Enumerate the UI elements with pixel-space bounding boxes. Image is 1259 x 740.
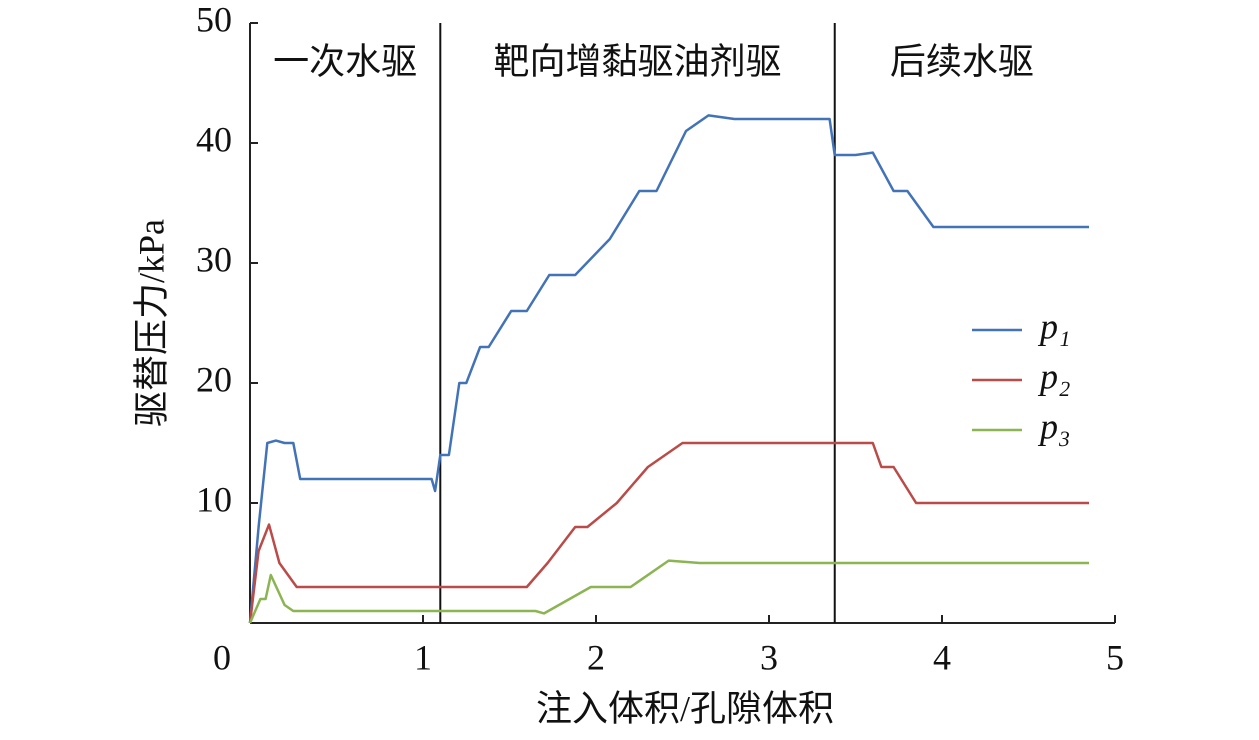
x-tick-label: 5 [1106, 637, 1124, 677]
y-tick-label: 10 [196, 479, 232, 519]
x-axis-label: 注入体积/孔隙体积 [536, 688, 834, 728]
phase-label: 靶向增黏驱油剂驱 [494, 41, 782, 81]
y-tick-label: 50 [196, 0, 232, 39]
legend-label: p₂ [1037, 356, 1071, 396]
series-line [248, 114, 1089, 624]
series-line [248, 441, 1089, 624]
y-tick-label: 30 [196, 239, 232, 279]
x-tick-label: 0 [213, 637, 231, 677]
phase-label: 后续水驱 [890, 41, 1034, 81]
phase-label: 一次水驱 [273, 41, 417, 81]
x-tick-label: 2 [587, 637, 605, 677]
y-tick-label: 20 [196, 359, 232, 399]
legend-label: p₃ [1037, 406, 1071, 446]
y-axis-label: 驱替压力/kPa [131, 219, 171, 427]
y-tick-label: 40 [196, 119, 232, 159]
series-line [248, 559, 1089, 624]
x-tick-label: 4 [933, 637, 951, 677]
x-tick-label: 1 [414, 637, 432, 677]
legend-label: p₁ [1037, 306, 1071, 346]
x-tick-label: 3 [760, 637, 778, 677]
